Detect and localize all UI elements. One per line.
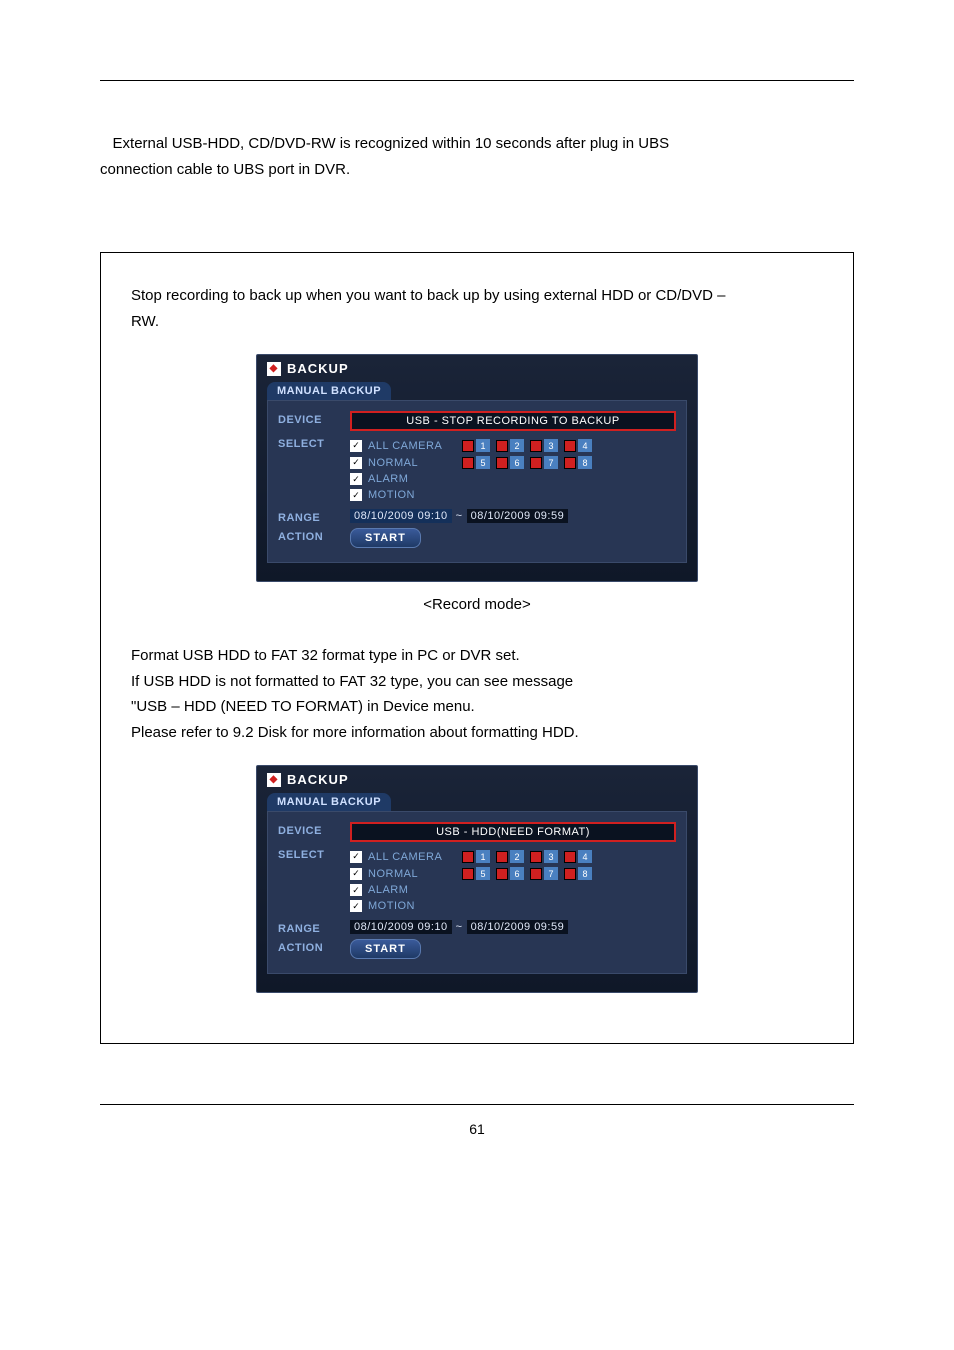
- range-to[interactable]: 08/10/2009 09:59: [467, 920, 569, 934]
- cam-dot[interactable]: [530, 868, 542, 880]
- cam-2[interactable]: 2: [510, 439, 524, 452]
- caption-record-mode: <Record mode>: [131, 596, 823, 613]
- checkbox-alarm[interactable]: ✓: [350, 473, 362, 485]
- label-select: SELECT: [278, 846, 340, 861]
- cam-dot[interactable]: [564, 440, 576, 452]
- cam-2[interactable]: 2: [510, 850, 524, 863]
- dialog-title: ◆ BACKUP: [257, 355, 697, 382]
- cam-7[interactable]: 7: [544, 867, 558, 880]
- checkbox-normal[interactable]: ✓: [350, 868, 362, 880]
- checkbox-motion[interactable]: ✓: [350, 900, 362, 912]
- cam-dot[interactable]: [462, 851, 474, 863]
- cam-6[interactable]: 6: [510, 456, 524, 469]
- box-lead2: RW.: [131, 309, 823, 335]
- dialog-title-text: BACKUP: [287, 772, 349, 787]
- cam-4[interactable]: 4: [578, 850, 592, 863]
- mid-line2: If USB HDD is not formatted to FAT 32 ty…: [131, 669, 823, 695]
- start-button[interactable]: START: [350, 939, 421, 959]
- dialog-title: ◆ BACKUP: [257, 766, 697, 793]
- box-lead1: Stop recording to back up when you want …: [131, 283, 823, 309]
- cam-dot[interactable]: [462, 457, 474, 469]
- backup-dialog-1: ◆ BACKUP MANUAL BACKUP DEVICE USB - STOP…: [256, 354, 698, 582]
- cam-dot[interactable]: [496, 457, 508, 469]
- camera-row-2: 5 6 7 8: [462, 456, 592, 469]
- backup-icon: ◆: [267, 362, 281, 376]
- cam-7[interactable]: 7: [544, 456, 558, 469]
- camera-row-2: 5 6 7 8: [462, 867, 592, 880]
- checkbox-allcamera[interactable]: ✓: [350, 440, 362, 452]
- label-action: ACTION: [278, 528, 340, 543]
- cam-dot[interactable]: [564, 851, 576, 863]
- page-number: 61: [100, 1121, 854, 1137]
- label-device: DEVICE: [278, 411, 340, 426]
- cam-dot[interactable]: [530, 440, 542, 452]
- note-box: Stop recording to back up when you want …: [100, 252, 854, 1044]
- camera-row-1: 1 2 3 4: [462, 439, 592, 452]
- cam-dot[interactable]: [530, 457, 542, 469]
- cam-dot[interactable]: [564, 868, 576, 880]
- dialog-title-text: BACKUP: [287, 361, 349, 376]
- intro-line2: connection cable to UBS port in DVR.: [100, 157, 854, 183]
- label-range: RANGE: [278, 920, 340, 935]
- mid-line4: Please refer to 9.2 Disk for more inform…: [131, 720, 823, 746]
- range-from[interactable]: 08/10/2009 09:10: [350, 509, 452, 523]
- range-sep: ~: [456, 921, 463, 933]
- checkbox-allcamera-label: ALL CAMERA: [368, 851, 456, 863]
- checkbox-motion-label: MOTION: [368, 900, 456, 912]
- cam-dot[interactable]: [530, 851, 542, 863]
- range-sep: ~: [456, 510, 463, 522]
- mid-line1: Format USB HDD to FAT 32 format type in …: [131, 643, 823, 669]
- checkbox-allcamera[interactable]: ✓: [350, 851, 362, 863]
- cam-dot[interactable]: [462, 440, 474, 452]
- bottom-rule: [100, 1104, 854, 1105]
- cam-3[interactable]: 3: [544, 850, 558, 863]
- cam-5[interactable]: 5: [476, 456, 490, 469]
- range-from[interactable]: 08/10/2009 09:10: [350, 920, 452, 934]
- range-to[interactable]: 08/10/2009 09:59: [467, 509, 569, 523]
- cam-8[interactable]: 8: [578, 867, 592, 880]
- tab-manual-backup[interactable]: MANUAL BACKUP: [267, 793, 391, 811]
- checkbox-alarm-label: ALARM: [368, 473, 456, 485]
- cam-8[interactable]: 8: [578, 456, 592, 469]
- label-action: ACTION: [278, 939, 340, 954]
- backup-dialog-2: ◆ BACKUP MANUAL BACKUP DEVICE USB - HDD(…: [256, 765, 698, 993]
- device-dropdown[interactable]: USB - HDD(NEED FORMAT): [350, 822, 676, 842]
- backup-icon: ◆: [267, 773, 281, 787]
- checkbox-normal[interactable]: ✓: [350, 457, 362, 469]
- cam-1[interactable]: 1: [476, 439, 490, 452]
- cam-4[interactable]: 4: [578, 439, 592, 452]
- start-button[interactable]: START: [350, 528, 421, 548]
- top-rule: [100, 80, 854, 81]
- cam-6[interactable]: 6: [510, 867, 524, 880]
- label-range: RANGE: [278, 509, 340, 524]
- cam-dot[interactable]: [564, 457, 576, 469]
- checkbox-motion-label: MOTION: [368, 489, 456, 501]
- camera-row-1: 1 2 3 4: [462, 850, 592, 863]
- intro-line1: External USB-HDD, CD/DVD-RW is recognize…: [113, 135, 670, 152]
- tab-manual-backup[interactable]: MANUAL BACKUP: [267, 382, 391, 400]
- cam-dot[interactable]: [496, 868, 508, 880]
- cam-dot[interactable]: [462, 868, 474, 880]
- cam-dot[interactable]: [496, 440, 508, 452]
- intro-paragraph: External USB-HDD, CD/DVD-RW is recognize…: [100, 131, 854, 182]
- checkbox-normal-label: NORMAL: [368, 868, 456, 880]
- checkbox-alarm-label: ALARM: [368, 884, 456, 896]
- label-select: SELECT: [278, 435, 340, 450]
- cam-5[interactable]: 5: [476, 867, 490, 880]
- checkbox-normal-label: NORMAL: [368, 457, 456, 469]
- cam-dot[interactable]: [496, 851, 508, 863]
- cam-3[interactable]: 3: [544, 439, 558, 452]
- checkbox-alarm[interactable]: ✓: [350, 884, 362, 896]
- checkbox-allcamera-label: ALL CAMERA: [368, 440, 456, 452]
- device-dropdown[interactable]: USB - STOP RECORDING TO BACKUP: [350, 411, 676, 431]
- checkbox-motion[interactable]: ✓: [350, 489, 362, 501]
- mid-line3: "USB – HDD (NEED TO FORMAT) in Device me…: [131, 694, 823, 720]
- cam-1[interactable]: 1: [476, 850, 490, 863]
- label-device: DEVICE: [278, 822, 340, 837]
